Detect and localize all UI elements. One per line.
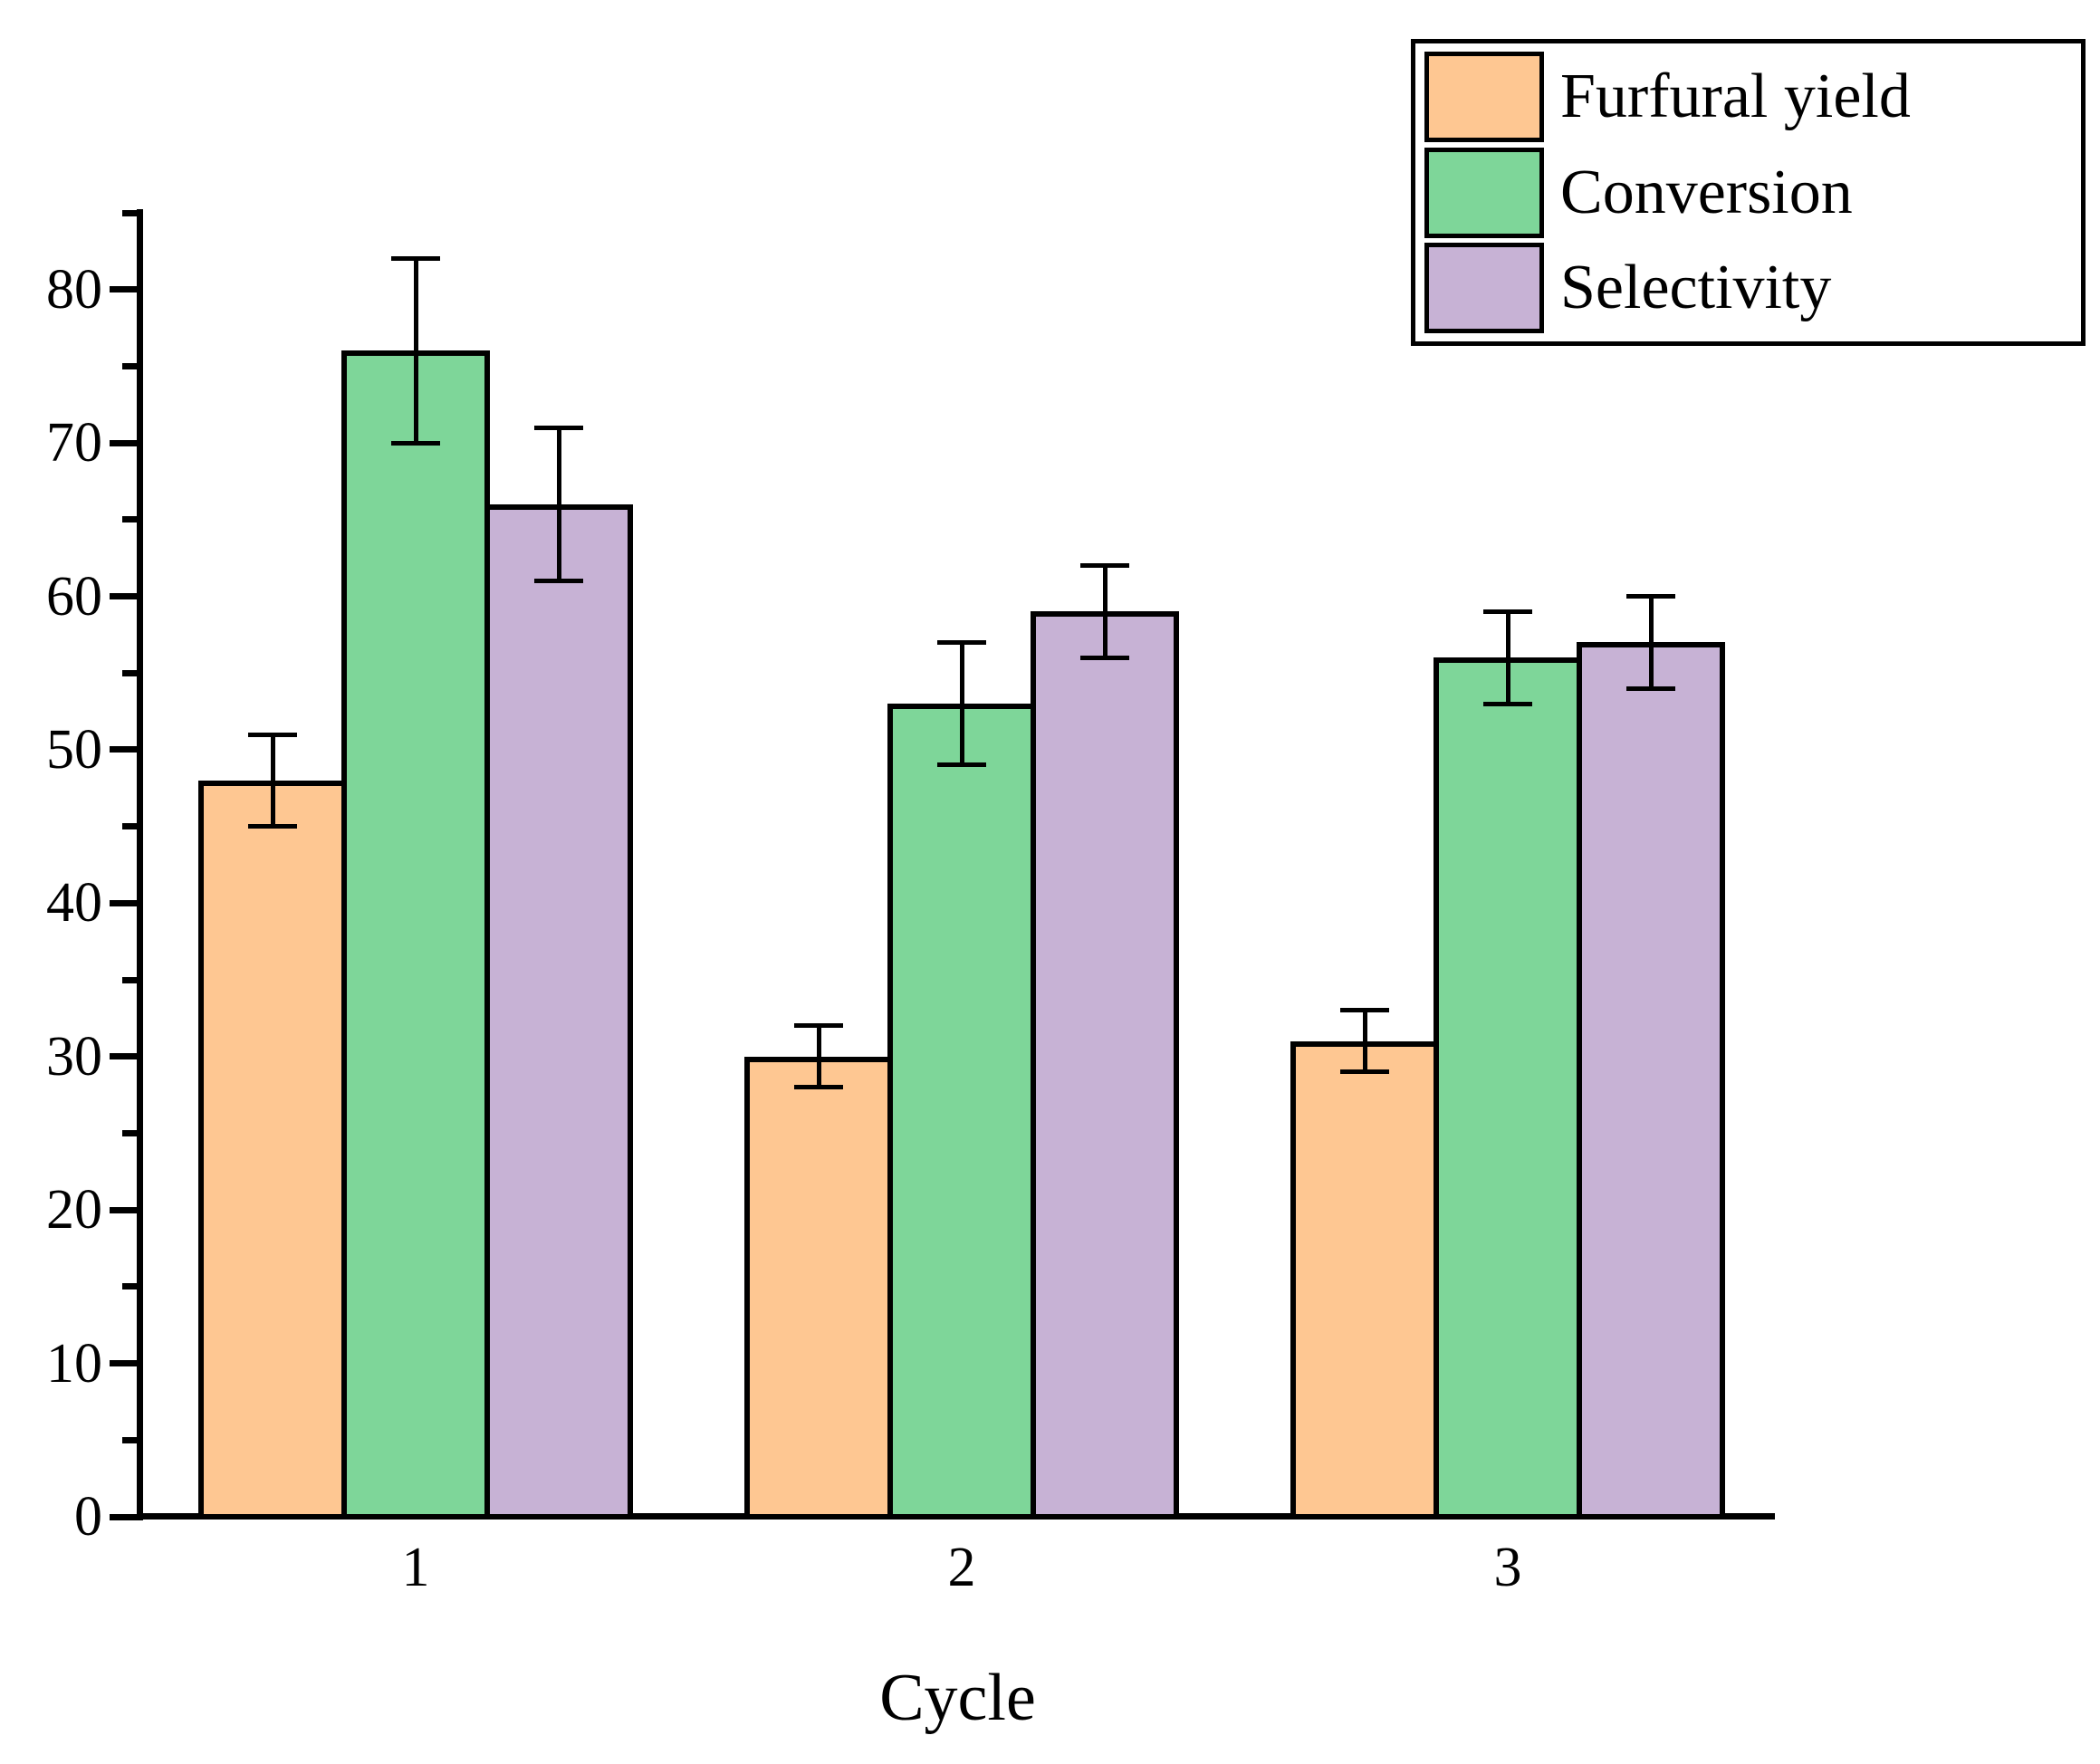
y-major-tick (110, 1053, 137, 1060)
y-tick-label: 30 (46, 1025, 102, 1088)
y-tick-label: 70 (46, 412, 102, 475)
y-tick-label: 10 (46, 1332, 102, 1395)
y-major-tick (110, 746, 137, 753)
y-minor-tick (122, 209, 137, 216)
bar-selectivity-cycle-2 (1031, 611, 1179, 1520)
y-minor-tick (122, 362, 137, 369)
legend-label-selectivity: Selectivity (1560, 253, 1832, 322)
y-minor-tick (122, 976, 137, 983)
error-bar-cap (534, 425, 583, 430)
x-category-label-1: 1 (401, 1537, 430, 1598)
y-tick-label: 50 (46, 718, 102, 781)
y-minor-tick (122, 669, 137, 676)
y-tick-label: 40 (46, 872, 102, 935)
error-bar-cap (794, 1085, 843, 1090)
bar-conversion-cycle-1 (341, 350, 490, 1520)
y-tick-label: 0 (74, 1486, 102, 1548)
error-bar (816, 1025, 821, 1088)
y-tick-label: 80 (46, 258, 102, 321)
y-major-tick (110, 1513, 137, 1520)
bar-furfural-yield-cycle-3 (1290, 1040, 1439, 1520)
legend-swatch-conversion (1424, 147, 1544, 238)
error-bar (1505, 611, 1510, 705)
error-bar-cap (391, 256, 440, 262)
x-axis-title: Cycle (879, 1661, 1036, 1735)
x-category-label-3: 3 (1493, 1537, 1522, 1598)
y-minor-tick (122, 516, 137, 523)
error-bar (1362, 1010, 1367, 1072)
legend-swatch-furfural-yield (1424, 52, 1544, 142)
y-major-tick (110, 439, 137, 446)
bar-conversion-cycle-2 (887, 704, 1036, 1520)
x-category-label-2: 2 (947, 1537, 976, 1598)
error-bar (1648, 596, 1654, 689)
legend-item-selectivity: Selectivity (1424, 243, 2072, 333)
error-bar-cap (937, 639, 986, 645)
error-bar-cap (1483, 609, 1532, 614)
y-minor-tick (122, 1129, 137, 1136)
error-bar (959, 642, 964, 765)
legend-swatch-selectivity (1424, 243, 1544, 333)
error-bar-cap (1340, 1008, 1389, 1013)
error-bar-cap (1340, 1069, 1389, 1075)
y-major-tick (110, 593, 137, 600)
error-bar-cap (534, 579, 583, 584)
y-tick-label: 20 (46, 1179, 102, 1242)
bar-selectivity-cycle-3 (1577, 642, 1725, 1520)
y-major-tick (110, 1206, 137, 1213)
error-bar (413, 258, 418, 444)
bar-furfural-yield-cycle-2 (744, 1056, 893, 1520)
error-bar (556, 427, 561, 581)
y-minor-tick (122, 823, 137, 830)
legend-item-conversion: Conversion (1424, 147, 2072, 238)
error-bar-cap (1483, 701, 1532, 706)
legend: Furfural yield Conversion Selectivity (1411, 39, 2086, 346)
error-bar-cap (391, 440, 440, 446)
error-bar (1102, 565, 1108, 658)
bar-selectivity-cycle-1 (484, 503, 633, 1520)
legend-item-furfural-yield: Furfural yield (1424, 52, 2072, 142)
y-minor-tick (122, 1283, 137, 1290)
error-bar-cap (1080, 563, 1129, 569)
y-minor-tick (122, 1436, 137, 1443)
error-bar-cap (1080, 655, 1129, 660)
error-bar-cap (937, 762, 986, 768)
error-bar (270, 734, 275, 827)
y-major-tick (110, 286, 137, 293)
y-tick-label: 60 (46, 565, 102, 628)
error-bar-cap (1626, 594, 1675, 599)
bar-conversion-cycle-3 (1434, 657, 1582, 1520)
legend-label-furfural-yield: Furfural yield (1560, 62, 1911, 131)
y-axis-spine (137, 209, 143, 1520)
error-bar-cap (1626, 685, 1675, 691)
error-bar-cap (794, 1023, 843, 1029)
y-major-tick (110, 1360, 137, 1367)
legend-label-conversion: Conversion (1560, 157, 1853, 227)
y-major-tick (110, 899, 137, 906)
error-bar-cap (248, 824, 297, 829)
error-bar-cap (248, 732, 297, 737)
bar-furfural-yield-cycle-1 (198, 780, 347, 1520)
